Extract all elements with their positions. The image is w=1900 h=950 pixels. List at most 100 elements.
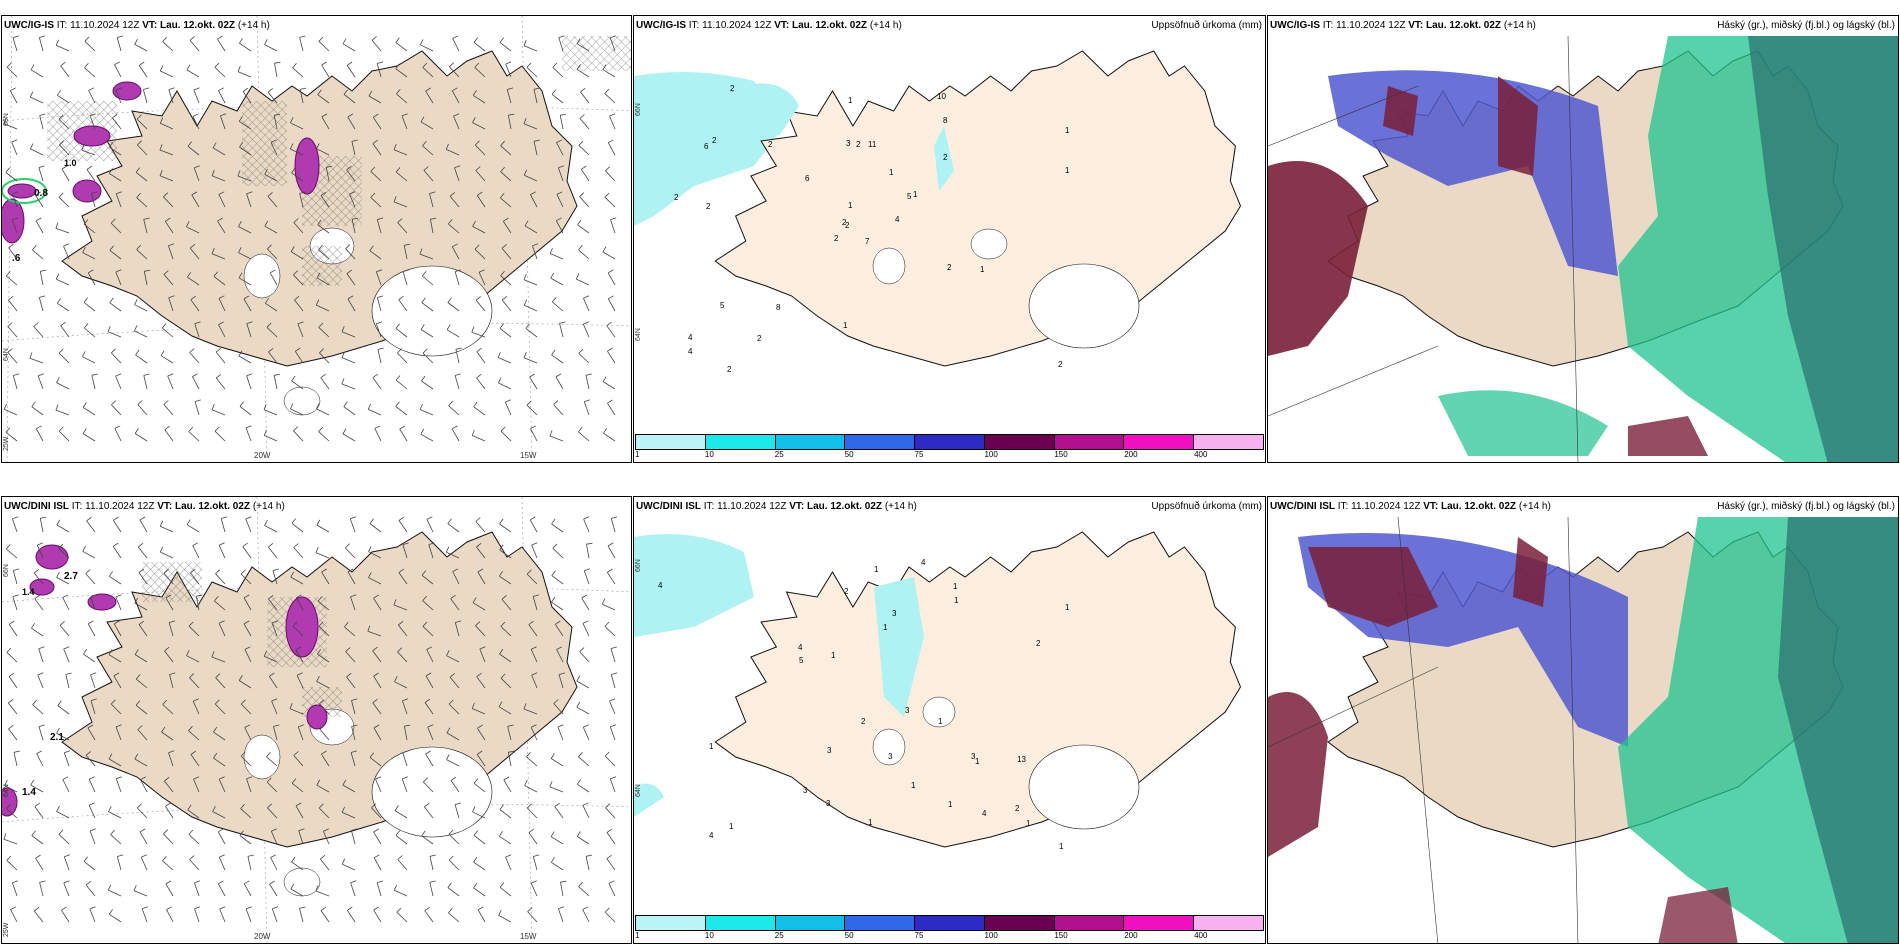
wind-barb bbox=[190, 754, 200, 767]
colorbar-cell bbox=[636, 435, 706, 449]
wind-barb bbox=[160, 70, 174, 78]
wind-barb bbox=[551, 575, 564, 585]
wind-barb bbox=[163, 274, 174, 286]
wind-barb bbox=[395, 406, 408, 416]
wind-barb-flag bbox=[108, 168, 113, 174]
wind-barb-flag bbox=[165, 594, 172, 599]
wind-barb bbox=[557, 726, 564, 741]
wind-barb bbox=[397, 222, 408, 234]
wind-barb bbox=[263, 409, 278, 416]
wind-barb bbox=[108, 758, 122, 767]
wind-barb bbox=[579, 196, 590, 208]
wind-barb-flag bbox=[82, 545, 86, 552]
wind-barb bbox=[523, 708, 538, 715]
wind-barb bbox=[215, 573, 226, 585]
wind-barb-flag bbox=[84, 36, 90, 42]
wind-barb bbox=[602, 603, 616, 611]
precip-map-panel-bottom: UWC/DINI ISL IT: 11.10.2024 12Z VT: Lau.… bbox=[633, 496, 1266, 944]
wind-barb bbox=[476, 754, 486, 767]
wind-barb-flag bbox=[477, 568, 484, 573]
wind-barb-flag bbox=[475, 517, 481, 522]
precip-amount: 7 bbox=[865, 237, 870, 246]
wind-barb bbox=[576, 43, 590, 52]
wind-barb bbox=[556, 649, 564, 663]
wind-barb-flag bbox=[402, 776, 408, 780]
wind-barb bbox=[137, 546, 148, 559]
cloud-map bbox=[1268, 516, 1898, 943]
wind-barb-flag bbox=[293, 426, 299, 432]
wind-barb-flag bbox=[343, 401, 348, 407]
wind-barb bbox=[317, 600, 330, 611]
wind-barb-flag bbox=[371, 36, 377, 41]
wind-barb bbox=[82, 550, 96, 559]
wind-barb-flag bbox=[190, 750, 197, 755]
wind-barb bbox=[549, 786, 564, 793]
wind-barb bbox=[610, 674, 616, 689]
wind-barb-flag bbox=[299, 906, 306, 909]
wind-barb-flag bbox=[239, 401, 245, 407]
wind-barb bbox=[449, 195, 460, 208]
precip-blob bbox=[29, 578, 55, 596]
panel-header: UWC/DINI ISL IT: 11.10.2024 12Z VT: Lau.… bbox=[1270, 501, 1551, 512]
wind-barb bbox=[108, 889, 122, 897]
wind-barb bbox=[115, 726, 122, 741]
wind-barb bbox=[134, 44, 148, 52]
wind-barb-flag bbox=[525, 323, 530, 329]
wind-barb bbox=[8, 676, 18, 689]
wind-barb bbox=[110, 222, 122, 234]
wind-barb-flag bbox=[62, 776, 69, 780]
wind-barb-flag bbox=[292, 62, 297, 68]
wind-barb-flag bbox=[213, 726, 218, 733]
wind-barb bbox=[296, 597, 304, 611]
wind-barb bbox=[38, 726, 44, 741]
wind-barb-flag bbox=[291, 778, 297, 784]
wind-barb bbox=[403, 245, 408, 260]
wind-barb bbox=[552, 301, 564, 312]
wind-barb bbox=[499, 809, 512, 819]
wind-barb-flag bbox=[37, 373, 44, 377]
wind-barb bbox=[109, 913, 122, 923]
wind-barb-flag bbox=[12, 594, 19, 597]
wind-barb-flag bbox=[211, 170, 215, 176]
wind-barb-flag bbox=[508, 113, 515, 116]
wind-barb bbox=[135, 171, 148, 182]
wind-barb bbox=[114, 428, 122, 442]
wind-barb-flag bbox=[396, 907, 402, 913]
wind-barb bbox=[533, 89, 538, 104]
wind-barb bbox=[140, 857, 148, 871]
colorbar-tick: 25 bbox=[774, 931, 784, 940]
wind-barb bbox=[526, 67, 538, 78]
wind-barb-flag bbox=[290, 117, 294, 123]
wind-barb-flag bbox=[164, 646, 170, 652]
wind-barb-flag bbox=[7, 348, 13, 353]
wind-barb bbox=[242, 91, 252, 104]
wind-barb-flag bbox=[549, 247, 553, 254]
wind-barb-flag bbox=[576, 64, 581, 70]
wind-barb bbox=[316, 784, 330, 793]
wind-barb bbox=[531, 544, 538, 559]
precip-amount: 1 bbox=[868, 818, 873, 827]
wind-barb bbox=[56, 278, 70, 286]
wind-barb bbox=[499, 835, 512, 845]
wind-barb bbox=[401, 115, 408, 130]
wind-barb-flag bbox=[425, 750, 431, 755]
wind-barb bbox=[85, 754, 96, 767]
wind-barb bbox=[192, 376, 200, 390]
wind-barb bbox=[472, 122, 486, 130]
wind-barb-flag bbox=[165, 880, 172, 885]
wind-barb-flag bbox=[372, 698, 378, 704]
wind-barb bbox=[606, 325, 616, 338]
wind-barb-flag bbox=[554, 802, 560, 807]
wind-barb-flag bbox=[115, 724, 122, 728]
wind-barb-flag bbox=[108, 649, 113, 655]
panel-header: UWC/IG-IS IT: 11.10.2024 12Z VT: Lau. 12… bbox=[4, 20, 270, 31]
wind-barb-flag bbox=[455, 347, 462, 350]
wind-barb-flag bbox=[143, 87, 150, 90]
wind-barb-flag bbox=[394, 676, 398, 682]
precip-amount: 5 bbox=[907, 192, 912, 201]
wind-barb bbox=[451, 246, 460, 260]
wind-barb-flag bbox=[527, 907, 533, 912]
wind-barb-flag bbox=[144, 269, 151, 272]
wind-barb bbox=[136, 118, 148, 130]
wind-barb-flag bbox=[397, 348, 402, 354]
